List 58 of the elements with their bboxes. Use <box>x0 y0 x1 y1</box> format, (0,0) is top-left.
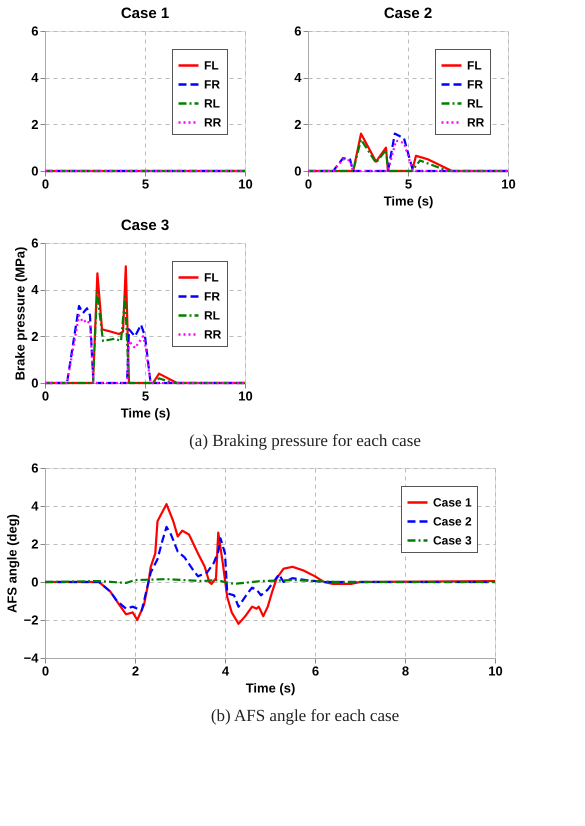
legend-label: RL <box>467 96 483 110</box>
x-tick-label: 10 <box>238 176 253 192</box>
legend-label: FR <box>467 78 484 92</box>
legend-label: Case 3 <box>433 534 472 548</box>
legend-label: FL <box>204 270 219 284</box>
y-tick-label: −4 <box>24 650 40 666</box>
y-tick-label: 0 <box>31 574 38 590</box>
x-tick-label: 0 <box>42 176 50 192</box>
x-tick-label: 8 <box>402 664 410 678</box>
y-tick-label: 2 <box>31 116 38 132</box>
x-tick-label: 10 <box>238 388 253 404</box>
x-tick-label: 5 <box>404 176 412 192</box>
y-tick-label: 4 <box>31 282 40 298</box>
y-tick-label: 6 <box>31 460 38 476</box>
legend-label: RR <box>204 328 222 342</box>
legend-label: RL <box>204 308 220 322</box>
x-tick-label: 0 <box>304 176 312 192</box>
chart-title: Case 1 <box>120 5 170 22</box>
legend-label: FL <box>204 58 219 72</box>
y-tick-label: 0 <box>294 164 302 178</box>
x-tick-label: 0 <box>42 664 50 678</box>
y-tick-label: 0 <box>31 164 38 178</box>
y-tick-label: 6 <box>31 236 38 250</box>
x-tick-label: 5 <box>142 388 150 404</box>
x-tick-label: 5 <box>142 176 150 192</box>
legend-label: FL <box>467 58 482 72</box>
y-tick-label: 6 <box>31 24 38 38</box>
y-tick-label: 2 <box>31 536 38 552</box>
y-tick-label: 6 <box>294 24 302 38</box>
y-axis-title: AFS angle (deg) <box>4 514 20 613</box>
legend-label: FR <box>204 78 220 92</box>
y-tick-label: 4 <box>31 70 40 86</box>
x-tick-label: 2 <box>132 664 140 678</box>
y-tick-label: −2 <box>24 612 38 628</box>
legend-label: Case 2 <box>433 514 472 528</box>
legend-label: Case 1 <box>433 496 472 510</box>
legend-label: FR <box>204 290 220 304</box>
y-tick-label: 2 <box>31 328 38 344</box>
x-tick-label: 10 <box>488 664 503 678</box>
x-tick-label: 10 <box>501 176 516 192</box>
y-tick-label: 4 <box>31 498 40 514</box>
chart-title: Case 2 <box>384 5 432 22</box>
chart-title: Case 3 <box>120 217 170 234</box>
x-axis-title: Time (s) <box>384 194 434 208</box>
text: (b) AFS angle for each case <box>210 706 400 725</box>
y-tick-label: 2 <box>294 116 302 132</box>
legend-label: RL <box>204 96 220 110</box>
y-tick-label: 0 <box>31 376 38 390</box>
legend-label: RR <box>467 116 485 130</box>
y-axis-title: Brake pressure (MPa) <box>12 246 28 380</box>
y-tick-label: 4 <box>294 70 302 86</box>
x-tick-label: 0 <box>42 388 50 404</box>
text: (a) Braking pressure for each case <box>189 431 421 450</box>
x-axis-title: Time (s) <box>120 406 170 420</box>
x-tick-label: 6 <box>312 664 320 678</box>
x-tick-label: 4 <box>222 664 230 678</box>
x-axis-title: Time (s) <box>246 680 296 696</box>
legend-label: RR <box>204 116 222 130</box>
